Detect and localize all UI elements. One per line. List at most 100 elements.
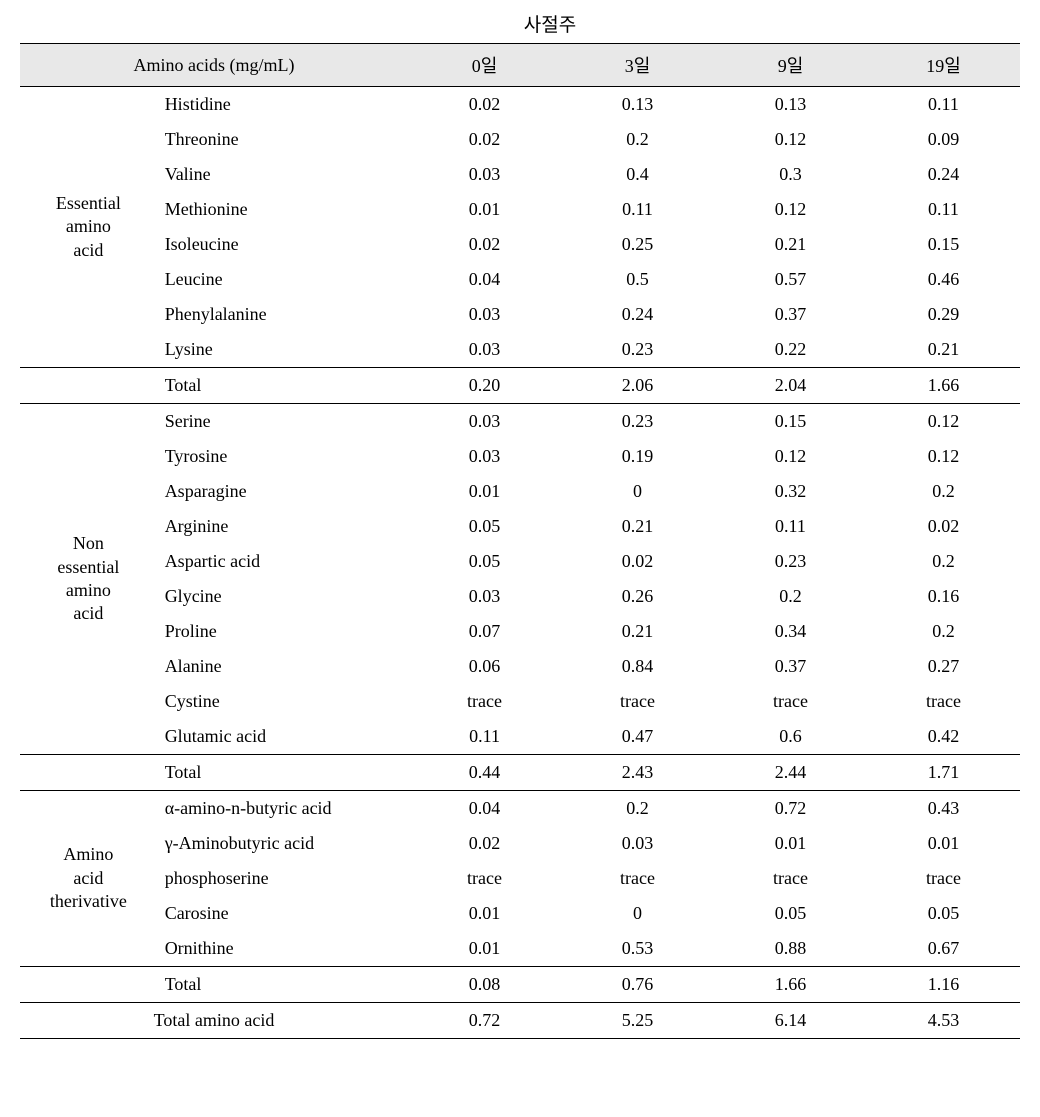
acid-name: Lysine [157,332,408,368]
cell-value: 4.53 [867,1003,1020,1039]
cell-value: 0.09 [867,122,1020,157]
acid-name: Serine [157,404,408,440]
acid-name: Proline [157,614,408,649]
acid-name: Valine [157,157,408,192]
cell-value: 0.12 [714,192,867,227]
amino-acid-table: Amino acids (mg/mL) 0일 3일 9일 19일 Essenti… [20,43,1020,1039]
cell-value: 0.4 [561,157,714,192]
cell-value: 0.15 [867,227,1020,262]
table-row: Leucine 0.04 0.5 0.57 0.46 [20,262,1020,297]
table-row: Aspartic acid 0.05 0.02 0.23 0.2 [20,544,1020,579]
cell-value: 0.05 [408,509,561,544]
acid-name: Tyrosine [157,439,408,474]
subtotal-label: Total [157,755,408,791]
table-row: Isoleucine 0.02 0.25 0.21 0.15 [20,227,1020,262]
cell-value: 0.03 [408,157,561,192]
cell-value: 1.66 [867,368,1020,404]
table-row: Phenylalanine 0.03 0.24 0.37 0.29 [20,297,1020,332]
cell-value: 0.05 [867,896,1020,931]
cell-value: 0.23 [561,404,714,440]
table-row: phosphoserine trace trace trace trace [20,861,1020,896]
cell-value: 0.19 [561,439,714,474]
table-row: Amino acid therivative α-amino-n-butyric… [20,791,1020,827]
cell-value: 0.72 [408,1003,561,1039]
cell-value: 0.2 [714,579,867,614]
cell-value: 0.04 [408,791,561,827]
cell-value: 0.04 [408,262,561,297]
cell-value: 0.11 [714,509,867,544]
cell-value: trace [867,861,1020,896]
subtotal-row: Total 0.44 2.43 2.44 1.71 [20,755,1020,791]
subtotal-label: Total [157,967,408,1003]
cell-value: 0.03 [408,439,561,474]
cell-value: 0.44 [408,755,561,791]
cell-value: 0.11 [867,87,1020,123]
cell-value: 0.16 [867,579,1020,614]
table-row: Non essential amino acid Serine 0.03 0.2… [20,404,1020,440]
grandtotal-row: Total amino acid 0.72 5.25 6.14 4.53 [20,1003,1020,1039]
acid-name: Threonine [157,122,408,157]
cell-value: 2.04 [714,368,867,404]
header-day19: 19일 [867,44,1020,87]
cell-value: 0.01 [408,192,561,227]
table-row: Glutamic acid 0.11 0.47 0.6 0.42 [20,719,1020,755]
cell-value: 0.5 [561,262,714,297]
cell-value: 0.11 [561,192,714,227]
cell-value: trace [408,684,561,719]
cell-value: 0.2 [561,122,714,157]
cell-value: 0.6 [714,719,867,755]
table-row: Tyrosine 0.03 0.19 0.12 0.12 [20,439,1020,474]
cell-value: 0.02 [408,122,561,157]
cell-value: 0.08 [408,967,561,1003]
subtotal-row: Total 0.20 2.06 2.04 1.66 [20,368,1020,404]
cell-value: 0.03 [561,826,714,861]
cell-value: 0.24 [561,297,714,332]
cell-value: 0.03 [408,297,561,332]
cell-value: 0.05 [714,896,867,931]
cell-value: 0.12 [714,122,867,157]
cell-value: 0.53 [561,931,714,967]
cell-value: 0.03 [408,404,561,440]
table-row: Lysine 0.03 0.23 0.22 0.21 [20,332,1020,368]
cell-value: 0.76 [561,967,714,1003]
cell-value: 0.23 [561,332,714,368]
acid-name: Histidine [157,87,408,123]
cell-value: trace [714,861,867,896]
table-title: 사절주 [20,10,1020,37]
cell-value: 2.44 [714,755,867,791]
cell-value: trace [561,861,714,896]
cell-value: 0.84 [561,649,714,684]
acid-name: Leucine [157,262,408,297]
cell-value: 2.43 [561,755,714,791]
subtotal-label: Total [157,368,408,404]
cell-value: 0.88 [714,931,867,967]
cell-value: 0.02 [561,544,714,579]
acid-name: γ-Aminobutyric acid [157,826,408,861]
cell-value: 0.21 [867,332,1020,368]
cell-value: 0.43 [867,791,1020,827]
cell-value: 0.11 [867,192,1020,227]
cell-value: 0.72 [714,791,867,827]
cell-value: 0.02 [408,227,561,262]
table-row: Methionine 0.01 0.11 0.12 0.11 [20,192,1020,227]
cell-value: 0.42 [867,719,1020,755]
cell-value: 6.14 [714,1003,867,1039]
acid-name: Carosine [157,896,408,931]
table-header-row: Amino acids (mg/mL) 0일 3일 9일 19일 [20,44,1020,87]
header-amino: Amino acids (mg/mL) [20,44,408,87]
cell-value: 0.27 [867,649,1020,684]
group-derivative: Amino acid therivative [20,791,157,967]
cell-value: 0.26 [561,579,714,614]
table-row: Ornithine 0.01 0.53 0.88 0.67 [20,931,1020,967]
cell-value: 0.25 [561,227,714,262]
acid-name: Ornithine [157,931,408,967]
acid-name: Isoleucine [157,227,408,262]
table-row: Glycine 0.03 0.26 0.2 0.16 [20,579,1020,614]
cell-value: 0.29 [867,297,1020,332]
cell-value: 0 [561,896,714,931]
acid-name: Methionine [157,192,408,227]
cell-value: trace [867,684,1020,719]
header-day3: 3일 [561,44,714,87]
cell-value: 0.02 [867,509,1020,544]
cell-value: 5.25 [561,1003,714,1039]
